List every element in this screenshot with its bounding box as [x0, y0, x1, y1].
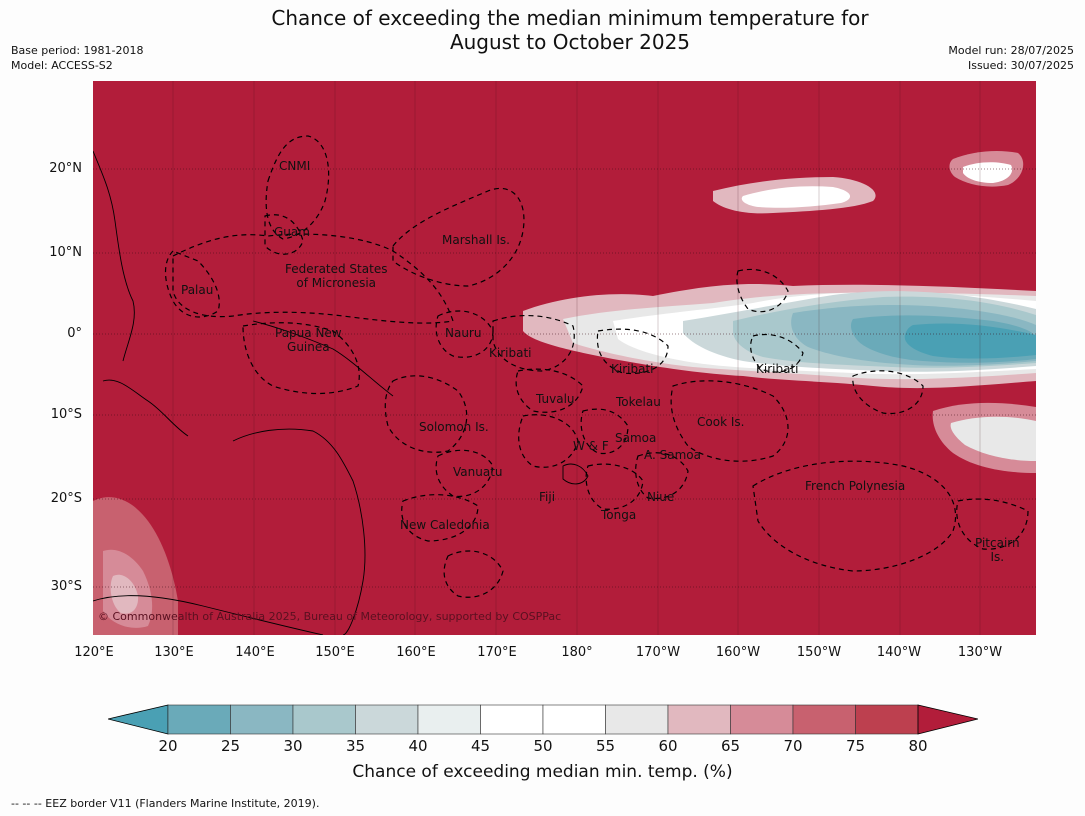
eez-footnote: -- -- -- EEZ border V11 (Flanders Marine…: [11, 797, 320, 810]
lon-tick: 170°W: [635, 645, 681, 660]
colorbar-segment: [792, 704, 856, 735]
map-canvas: [93, 81, 1036, 635]
label-new-caledonia: New Caledonia: [400, 518, 490, 532]
label-fsm-line1: Federated States: [285, 262, 388, 276]
label-fsm: Federated States of Micronesia: [285, 262, 387, 290]
lat-tick: 30°S: [50, 579, 82, 594]
colorbar-label: Chance of exceeding median min. temp. (%…: [352, 762, 733, 782]
colorbar-extend-low: [108, 704, 169, 735]
colorbar-segment: [542, 704, 606, 735]
label-wallis-futuna: W & F: [573, 439, 609, 453]
colorbar-tick: 45: [470, 737, 491, 755]
meta-right: Model run: 28/07/2025 Issued: 30/07/2025: [948, 43, 1074, 73]
base-period: Base period: 1981-2018: [11, 44, 144, 57]
lon-tick: 160°W: [715, 645, 761, 660]
colorbar-segment: [855, 704, 919, 735]
colorbar-segment: [230, 704, 294, 735]
label-kiribati-central: Kiribati: [611, 362, 654, 376]
colorbar-tick: 25: [220, 737, 241, 755]
model-run: Model run: 28/07/2025: [948, 44, 1074, 57]
colorbar-tick: 35: [345, 737, 366, 755]
label-guam: Guam: [274, 225, 310, 239]
colorbar-tick: 70: [783, 737, 803, 755]
lat-tick: 10°N: [49, 245, 82, 260]
colorbar-segment: [667, 704, 731, 735]
colorbar-segment: [605, 704, 669, 735]
label-png: Papua New Guinea: [275, 326, 342, 354]
copyright-notice: © Commonwealth of Australia 2025, Bureau…: [98, 610, 562, 623]
colorbar-tick: 75: [845, 737, 866, 755]
meta-left: Base period: 1981-2018 Model: ACCESS-S2: [11, 43, 143, 73]
lat-tick: 10°S: [50, 407, 82, 422]
coastlines: [93, 150, 589, 635]
label-vanuatu: Vanuatu: [453, 465, 503, 479]
label-cook-is: Cook Is.: [697, 415, 745, 429]
colorbar-segment: [355, 704, 419, 735]
lat-tick: 20°N: [49, 161, 82, 176]
lon-tick: 130°E: [154, 645, 194, 660]
colorbar-tick: 65: [720, 737, 741, 755]
label-png-line1: Papua New: [275, 326, 342, 340]
map-panel: CNMI Guam Marshall Is. Federated States …: [93, 81, 1036, 635]
meridians: [172, 81, 981, 635]
colorbar-segment: [730, 704, 794, 735]
colorbar-segment: [480, 704, 544, 735]
colorbar-extend-high: [917, 704, 978, 735]
colorbar: [108, 704, 978, 735]
label-samoa: Samoa: [615, 431, 657, 445]
label-kiribati-west: Kiribati: [489, 346, 532, 360]
lon-tick: 130°W: [957, 645, 1003, 660]
map-title: Chance of exceeding the median minimum t…: [0, 6, 1085, 54]
probability-shading: [93, 151, 1036, 635]
colorbar-tick: 40: [408, 737, 428, 755]
label-marshall: Marshall Is.: [442, 233, 510, 247]
colorbar-tick: 55: [595, 737, 616, 755]
lon-tick: 170°E: [477, 645, 517, 660]
colorbar-tick: 60: [658, 737, 678, 755]
label-tokelau: Tokelau: [616, 395, 661, 409]
colorbar-segment: [417, 704, 481, 735]
label-nauru: Nauru: [445, 326, 482, 340]
colorbar-tick: 30: [283, 737, 303, 755]
model-name: Model: ACCESS-S2: [11, 59, 113, 72]
label-niue: Niue: [647, 490, 675, 504]
lon-tick: 150°E: [315, 645, 355, 660]
label-tuvalu: Tuvalu: [536, 392, 575, 406]
lon-tick: 180°: [561, 645, 593, 660]
lat-tick: 0°: [67, 326, 82, 341]
label-pitcairn: Pitcairn Is.: [975, 536, 1020, 564]
colorbar-tick: 20: [158, 737, 178, 755]
colorbar-tick: 50: [533, 737, 553, 755]
colorbar-segment: [292, 704, 356, 735]
colorbar-segment: [167, 704, 231, 735]
label-tonga: Tonga: [601, 508, 637, 522]
title-line-1: Chance of exceeding the median minimum t…: [271, 6, 869, 30]
label-palau: Palau: [181, 283, 214, 297]
lat-tick: 20°S: [50, 491, 82, 506]
label-solomon: Solomon Is.: [419, 420, 489, 434]
label-pitcairn-line2: Is.: [990, 550, 1005, 564]
label-american-samoa: A. Samoa: [644, 448, 701, 462]
label-cnmi: CNMI: [279, 159, 311, 173]
label-png-line2: Guinea: [287, 340, 330, 354]
label-fsm-line2: of Micronesia: [296, 276, 377, 290]
colorbar-tick: 80: [908, 737, 928, 755]
label-pitcairn-line1: Pitcairn: [975, 536, 1020, 550]
graticule: [93, 168, 1036, 588]
label-fiji: Fiji: [539, 490, 556, 504]
title-line-2: August to October 2025: [449, 30, 691, 54]
label-kiribati-east: Kiribati: [756, 362, 799, 376]
label-french-polynesia: French Polynesia: [805, 479, 906, 493]
lon-tick: 160°E: [396, 645, 436, 660]
eez-borders: [164, 135, 1029, 598]
issued-date: Issued: 30/07/2025: [967, 59, 1074, 72]
lon-tick: 120°E: [74, 645, 114, 660]
lon-tick: 150°W: [796, 645, 842, 660]
lon-tick: 140°W: [876, 645, 922, 660]
lon-tick: 140°E: [235, 645, 275, 660]
